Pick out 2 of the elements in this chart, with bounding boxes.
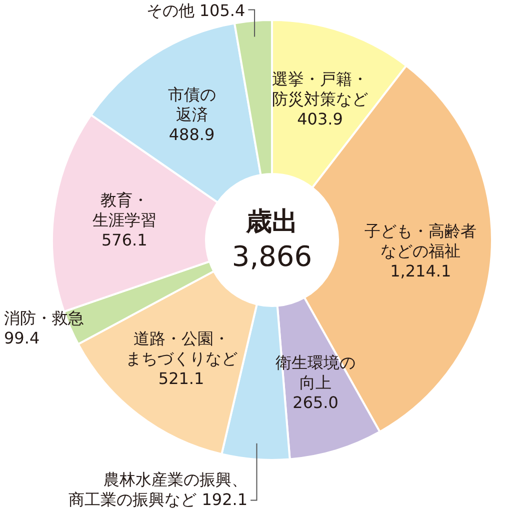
title: 歳出 — [246, 207, 298, 237]
annotation: 3,866 — [232, 240, 312, 273]
